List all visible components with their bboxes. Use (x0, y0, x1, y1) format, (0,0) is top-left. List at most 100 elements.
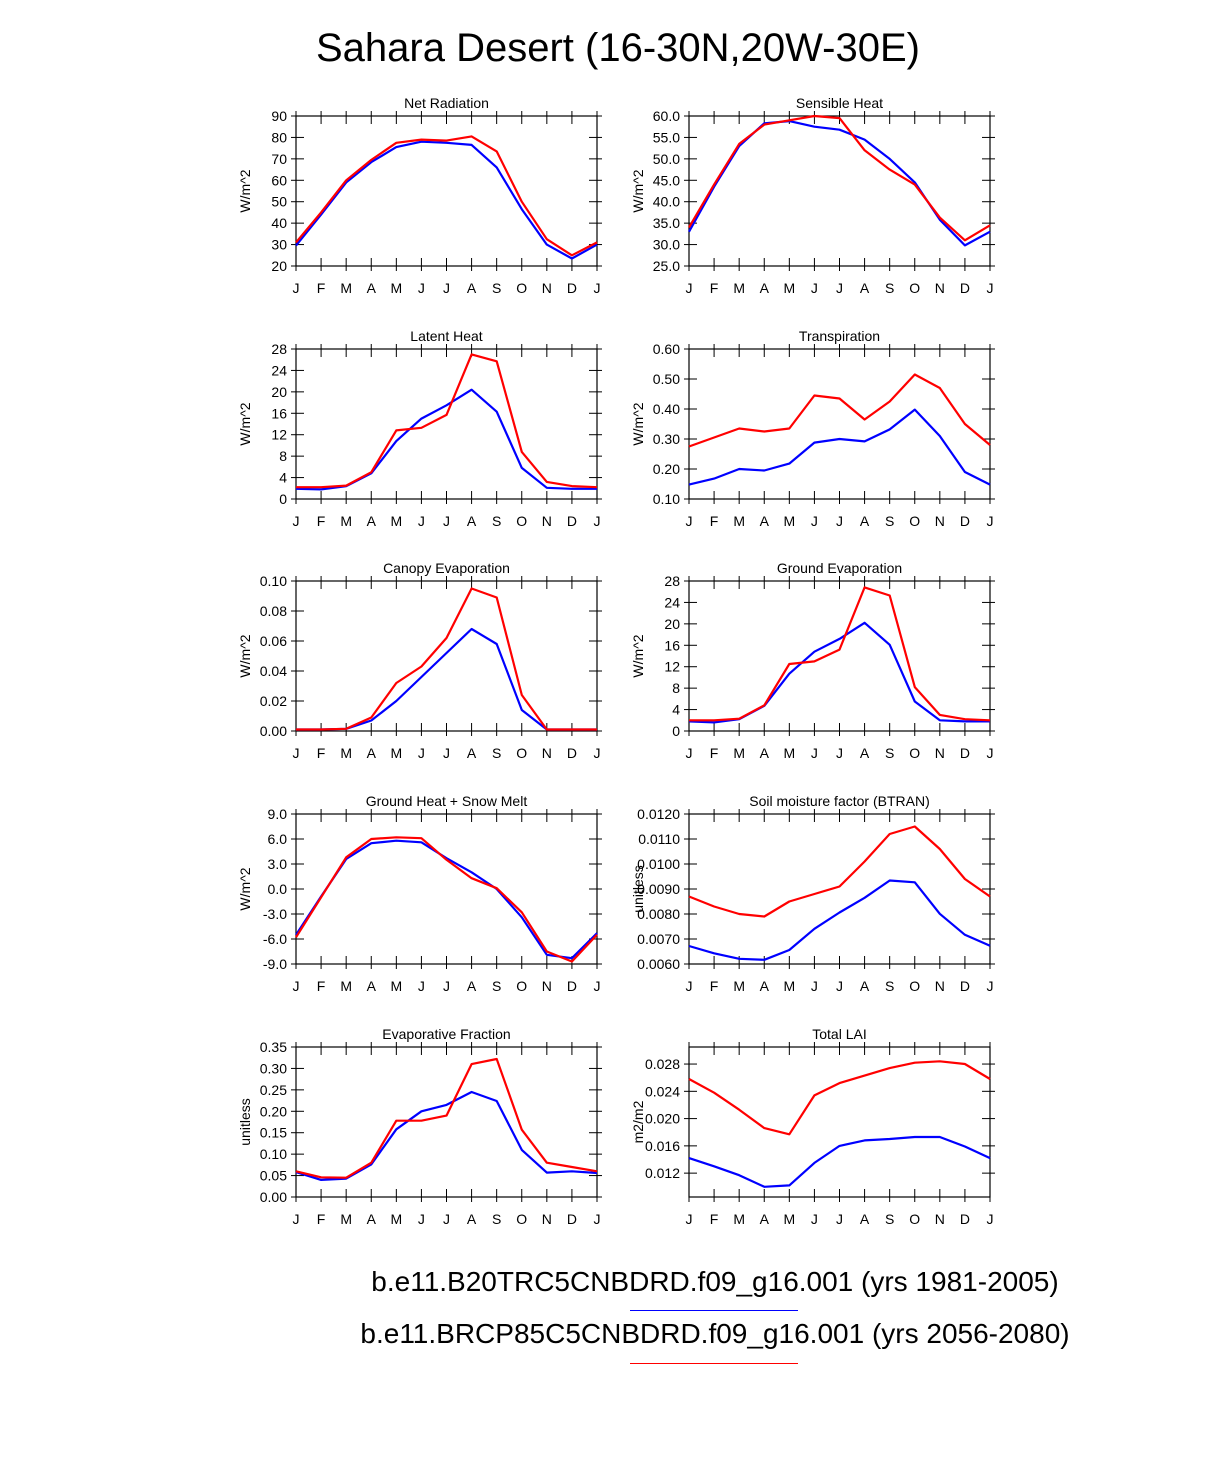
panel-5-ytick-label: 0.10 (260, 573, 287, 589)
panel-8-ytick-label: 0.0070 (637, 931, 680, 947)
panel-1-xtick-label: O (516, 280, 527, 296)
panel-2-title: Sensible Heat (796, 95, 883, 111)
panel-10-ylabel: m2/m2 (630, 1100, 646, 1143)
panel-1-xtick-label: J (293, 280, 300, 296)
panel-3-xtick-label: M (390, 513, 402, 529)
panel-4-xtick-label: D (960, 513, 970, 529)
panel-6-xtick-label: F (710, 745, 719, 761)
panel-5-xtick-label: N (542, 745, 552, 761)
panel-6-xtick-label: J (811, 745, 818, 761)
panel-4-xtick-label: A (860, 513, 870, 529)
panel-10-xtick-label: J (987, 1211, 994, 1227)
panel-2-frame (688, 115, 991, 267)
panel-1-ytick-label: 20 (271, 258, 287, 274)
panel-9-ytick-label: 0.20 (260, 1103, 287, 1119)
panel-4-ytick-label: 0.60 (653, 341, 680, 357)
panel-6-ytick-label: 8 (672, 680, 680, 696)
panel-3-xtick-label: J (418, 513, 425, 529)
panel-7-ytick-label: 0.0 (268, 881, 288, 897)
panel-7-series-blue (295, 839, 598, 960)
legend-swatch-2 (630, 1363, 798, 1364)
panel-3-xtick-label: J (594, 513, 601, 529)
panel-8-ytick-label: 0.0080 (637, 906, 680, 922)
panel-1-xtick-label: F (317, 280, 326, 296)
panel-5-xtick-label: O (516, 745, 527, 761)
panel-8-ytick-label: 0.0120 (637, 806, 680, 822)
panel-2-ytick-label: 35.0 (653, 215, 680, 231)
panel-5-ytick-label: 0.02 (260, 693, 287, 709)
panel-9-xtick-label: J (443, 1211, 450, 1227)
panel-6-ylabel: W/m^2 (630, 634, 646, 677)
panel-1-title: Net Radiation (404, 95, 489, 111)
panel-9-series-red (295, 1057, 598, 1179)
panel-10-ytick-label: 0.028 (645, 1056, 680, 1072)
panel-3-ytick-label: 4 (279, 470, 287, 486)
panel-3-series-blue (295, 388, 597, 491)
panel-7-ylabel: W/m^2 (237, 867, 253, 910)
panel-6-xtick-label: M (783, 745, 795, 761)
panel-3-ytick-label: 8 (279, 448, 287, 464)
panel-10-title: Total LAI (812, 1026, 866, 1042)
panel-5-ylabel: W/m^2 (237, 634, 253, 677)
panel-9-series-blue (295, 1090, 598, 1182)
panel-10-series-red (688, 1060, 991, 1136)
panel-9-xtick-label: J (293, 1211, 300, 1227)
panel-7-ytick-label: 9.0 (268, 806, 288, 822)
panel-8-xtick-label: F (710, 978, 719, 994)
panel-8-ylabel: unitless (630, 865, 646, 912)
figure-title: Sahara Desert (16-30N,20W-30E) (316, 26, 920, 70)
panel-5-xtick-label: F (317, 745, 326, 761)
panel-6-xtick-label: M (733, 745, 745, 761)
panel-10-series-blue (688, 1135, 991, 1188)
panel-9-xtick-label: N (542, 1211, 552, 1227)
panel-2-series-blue (688, 119, 991, 247)
panel-6-xtick-label: A (760, 745, 770, 761)
panel-6-xtick-label: D (960, 745, 970, 761)
panel-10-ytick-label: 0.020 (645, 1111, 680, 1127)
panel-4-series-blue (688, 408, 991, 486)
panel-6-ytick-label: 4 (672, 702, 680, 718)
panel-8-ytick-label: 0.0110 (638, 831, 680, 847)
panel-9-title: Evaporative Fraction (382, 1026, 510, 1042)
panel-3-ytick-label: 28 (271, 341, 287, 357)
panel-9-ytick-label: 0.00 (260, 1189, 287, 1205)
panel-8-ytick-label: 0.0060 (637, 956, 680, 972)
panel-2-xtick-label: M (733, 280, 745, 296)
panel-1-ytick-label: 80 (271, 129, 287, 145)
panel-9-xtick-label: M (390, 1211, 402, 1227)
panel-1-xtick-label: M (390, 280, 402, 296)
panel-8-xtick-label: J (686, 978, 693, 994)
panel-8-xtick-label: N (935, 978, 945, 994)
panel-5-xtick-label: A (367, 745, 377, 761)
panel-7-xtick-label: O (516, 978, 527, 994)
panel-4-ytick-label: 0.50 (653, 371, 680, 387)
panel-6-xtick-label: J (987, 745, 994, 761)
panel-3-frame (295, 348, 598, 500)
panel-2-ytick-label: 60.0 (653, 108, 680, 124)
panel-7-xtick-label: N (542, 978, 552, 994)
panel-4-xtick-label: O (909, 513, 920, 529)
panel-1-ytick-label: 60 (271, 172, 287, 188)
panel-8-xtick-label: J (836, 978, 843, 994)
panel-10-xtick-label: J (836, 1211, 843, 1227)
panel-5-xtick-label: M (340, 745, 352, 761)
panel-9-xtick-label: A (367, 1211, 377, 1227)
panel-6-title: Ground Evaporation (777, 560, 902, 576)
panel-2-xtick-label: N (935, 280, 945, 296)
panel-1-ytick-label: 30 (271, 237, 287, 253)
panel-9-xtick-label: F (317, 1211, 326, 1227)
panel-7-ytick-label: 6.0 (268, 831, 288, 847)
panel-9-ytick-label: 0.05 (260, 1168, 287, 1184)
panel-4-series-red (688, 373, 991, 448)
panel-1-xtick-label: N (542, 280, 552, 296)
panel-3-xtick-label: M (340, 513, 352, 529)
panel-9-frame (295, 1046, 598, 1198)
panel-3-title: Latent Heat (410, 328, 482, 344)
panel-9-ytick-label: 0.30 (260, 1060, 287, 1076)
panel-3-ytick-label: 24 (271, 362, 287, 378)
panel-7-ytick-label: -3.0 (263, 906, 287, 922)
panel-7-xtick-label: A (367, 978, 377, 994)
panel-2-ytick-label: 30.0 (653, 237, 680, 253)
panel-7-ytick-label: -6.0 (263, 931, 287, 947)
